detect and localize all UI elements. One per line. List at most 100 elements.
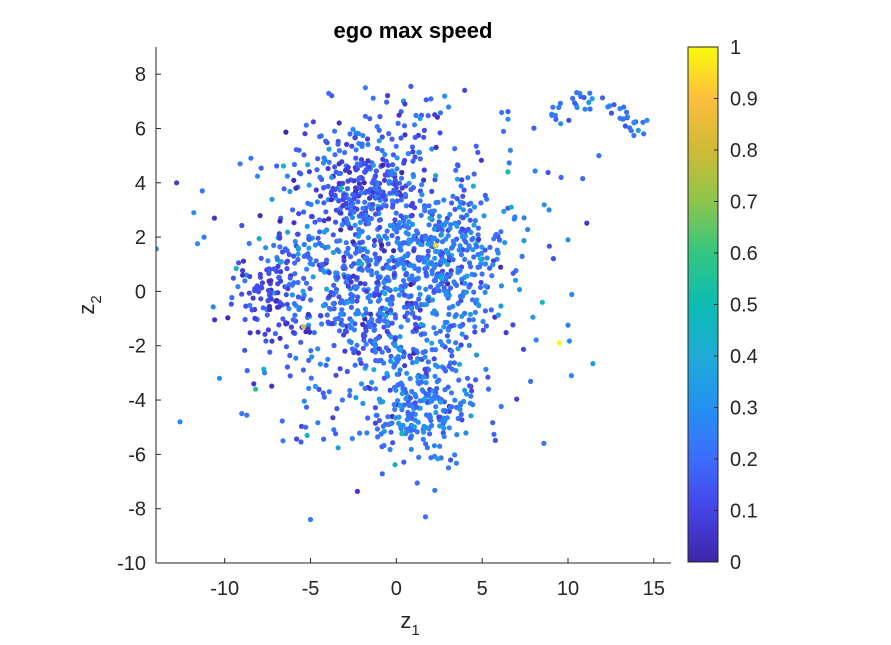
scatter-point [244, 412, 250, 418]
scatter-point [361, 216, 367, 222]
scatter-point [423, 391, 429, 397]
scatter-point [403, 272, 409, 278]
scatter-point [445, 233, 451, 239]
scatter-point [352, 222, 358, 228]
scatter-point [259, 285, 265, 291]
scatter-point [404, 370, 410, 376]
scatter-point [252, 315, 258, 321]
scatter-point [341, 332, 347, 338]
scatter-point [374, 426, 380, 432]
scatter-point [447, 211, 453, 218]
scatter-point [323, 209, 329, 215]
scatter-point [355, 131, 362, 137]
scatter-point [415, 374, 421, 380]
scatter-point [247, 273, 253, 280]
scatter-point [385, 93, 391, 99]
scatter-point [419, 192, 425, 198]
scatter-point [350, 126, 356, 132]
scatter-point [442, 93, 448, 99]
scatter-point [350, 239, 356, 245]
scatter-point [431, 226, 437, 232]
scatter-point [177, 419, 183, 425]
scatter-point [295, 245, 301, 251]
scatter-point [313, 187, 319, 193]
scatter-point [387, 301, 393, 307]
scatter-point [306, 385, 312, 391]
scatter-point [301, 275, 307, 281]
scatter-point [263, 338, 269, 344]
scatter-point [437, 328, 443, 334]
scatter-point [458, 411, 464, 418]
scatter-point [379, 134, 385, 140]
scatter-point [371, 367, 377, 373]
scatter-point [447, 225, 453, 232]
scatter-point [332, 152, 338, 158]
scatter-point [402, 101, 408, 107]
scatter-point [348, 263, 355, 269]
scatter-point [375, 181, 381, 187]
scatter-point [412, 122, 418, 128]
scatter-point [281, 186, 287, 192]
scatter-point [340, 322, 346, 328]
scatter-point [303, 424, 309, 430]
scatter-point [262, 370, 268, 376]
scatter-point [277, 244, 283, 250]
scatter-point [403, 426, 409, 432]
scatter-point [371, 177, 377, 183]
scatter-point [631, 119, 637, 125]
scatter-point [423, 273, 429, 279]
scatter-point [432, 393, 438, 399]
scatter-point [369, 379, 375, 385]
scatter-point [421, 374, 427, 380]
scatter-point [301, 241, 307, 248]
scatter-point [415, 275, 421, 281]
scatter-point [624, 114, 631, 120]
scatter-point [446, 254, 453, 260]
scatter-point [320, 160, 326, 166]
scatter-point [401, 304, 407, 310]
scatter-point [320, 303, 326, 309]
scatter-point [347, 392, 353, 399]
scatter-point [589, 96, 595, 102]
scatter-point [368, 311, 374, 317]
scatter-point [456, 247, 462, 253]
scatter-point [369, 316, 375, 322]
scatter-point [413, 394, 419, 400]
scatter-point [364, 430, 370, 436]
scatter-point [283, 292, 289, 298]
scatter-point [315, 235, 321, 241]
scatter-point [443, 219, 449, 225]
scatter-point [354, 342, 360, 348]
scatter-point [379, 471, 385, 477]
scatter-point [412, 154, 418, 160]
scatter-point [354, 298, 360, 304]
scatter-point [422, 236, 428, 242]
scatter-point [449, 366, 455, 372]
scatter-point [325, 165, 331, 172]
scatter-point [408, 427, 414, 433]
scatter-point [506, 160, 512, 166]
scatter-point [392, 312, 398, 318]
scatter-point [307, 256, 313, 262]
scatter-point [468, 200, 474, 206]
scatter-point [386, 180, 392, 186]
scatter-point [355, 199, 361, 205]
scatter-point [276, 231, 282, 237]
scatter-point [359, 267, 365, 273]
scatter-point [373, 168, 379, 174]
scatter-point [415, 237, 421, 243]
scatter-point [404, 310, 410, 316]
scatter-point [363, 341, 369, 347]
scatter-point [417, 307, 423, 313]
scatter-point [268, 296, 274, 302]
scatter-point [416, 454, 422, 460]
scatter-point [410, 360, 416, 366]
scatter-point [306, 357, 312, 363]
scatter-point [582, 106, 588, 112]
scatter-point [377, 188, 383, 194]
scatter-point [464, 375, 471, 381]
scatter-point [471, 171, 477, 177]
scatter-point [347, 387, 353, 394]
scatter-point [277, 218, 283, 224]
scatter-point [432, 112, 438, 118]
